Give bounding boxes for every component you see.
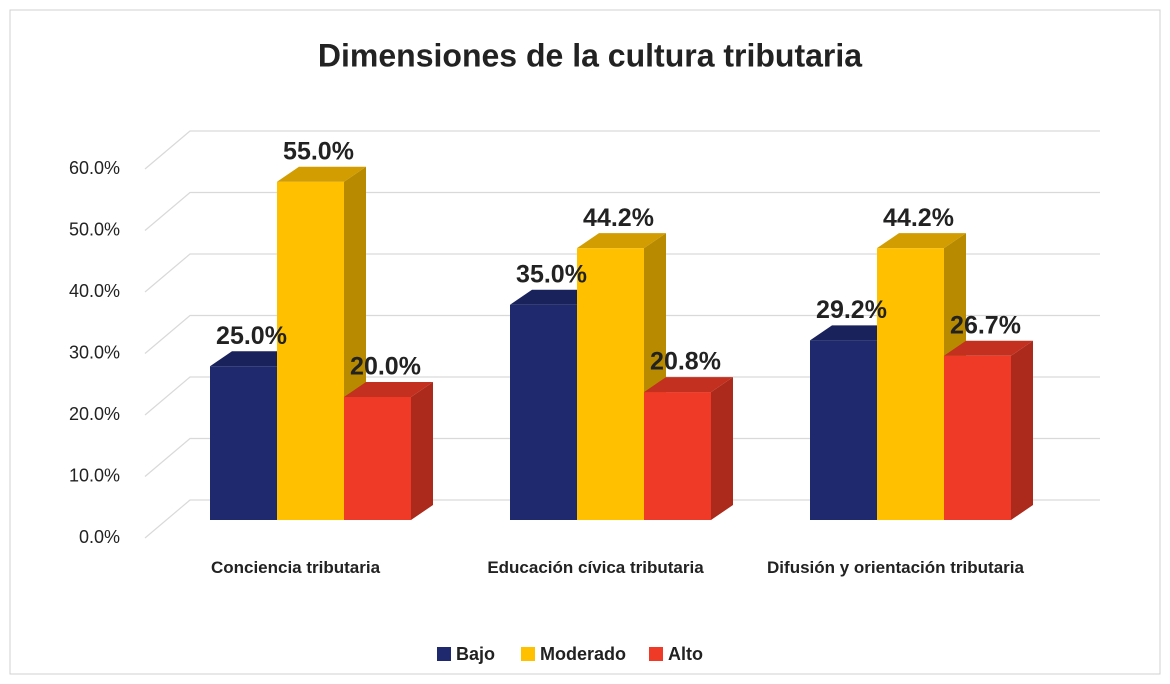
bar	[577, 248, 644, 521]
value-label: 20.0%	[350, 353, 421, 381]
grid-line	[144, 191, 1100, 231]
grid-line	[144, 437, 1100, 477]
bar	[210, 366, 277, 520]
x-tick-label: Conciencia tributaria	[210, 558, 381, 577]
bar-top	[877, 233, 966, 249]
bar	[277, 181, 344, 520]
y-tick-label: 40.0%	[69, 281, 120, 301]
grid-line	[144, 499, 1100, 539]
grid-line	[144, 253, 1100, 293]
bar-top	[277, 166, 366, 182]
value-label: 26.7%	[950, 311, 1021, 339]
y-tick-label: 0.0%	[79, 527, 120, 547]
bar	[644, 392, 711, 520]
bar-side	[711, 377, 733, 520]
legend-label: Bajo	[456, 644, 495, 664]
legend-swatch	[649, 647, 663, 661]
y-tick-label: 10.0%	[69, 465, 120, 485]
value-label: 29.2%	[816, 296, 887, 324]
y-tick-label: 50.0%	[69, 219, 120, 239]
value-label: 20.8%	[650, 348, 721, 376]
bar	[944, 355, 1011, 520]
bar-top	[644, 377, 733, 393]
bar	[510, 304, 577, 520]
x-tick-label: Educación cívica tributaria	[487, 558, 704, 577]
value-label: 44.2%	[583, 204, 654, 232]
value-label: 35.0%	[516, 260, 587, 288]
value-label: 25.0%	[216, 322, 287, 350]
legend-swatch	[521, 647, 535, 661]
bar	[810, 340, 877, 520]
bar-top	[577, 233, 666, 249]
value-label: 55.0%	[283, 137, 354, 165]
y-tick-label: 60.0%	[69, 158, 120, 178]
bar-top	[210, 351, 299, 367]
bar	[877, 248, 944, 521]
legend-label: Alto	[668, 644, 703, 664]
x-tick-label: Difusión y orientación tributaria	[767, 558, 1024, 577]
bar-top	[944, 340, 1033, 356]
bar-top	[344, 382, 433, 397]
bar-top	[810, 325, 899, 341]
legend-swatch	[437, 647, 451, 661]
y-tick-label: 30.0%	[69, 342, 120, 362]
grid-line	[144, 314, 1100, 354]
legend-label: Moderado	[540, 644, 626, 664]
bar-side	[411, 382, 433, 520]
grid-line	[144, 376, 1100, 416]
grid-line	[144, 130, 1100, 170]
chart-title: Dimensiones de la cultura tributaria	[318, 37, 862, 73]
y-tick-label: 20.0%	[69, 404, 120, 424]
bar-top	[510, 289, 599, 305]
bar	[344, 397, 411, 520]
value-label: 44.2%	[883, 204, 954, 232]
bar-side	[1011, 340, 1033, 520]
